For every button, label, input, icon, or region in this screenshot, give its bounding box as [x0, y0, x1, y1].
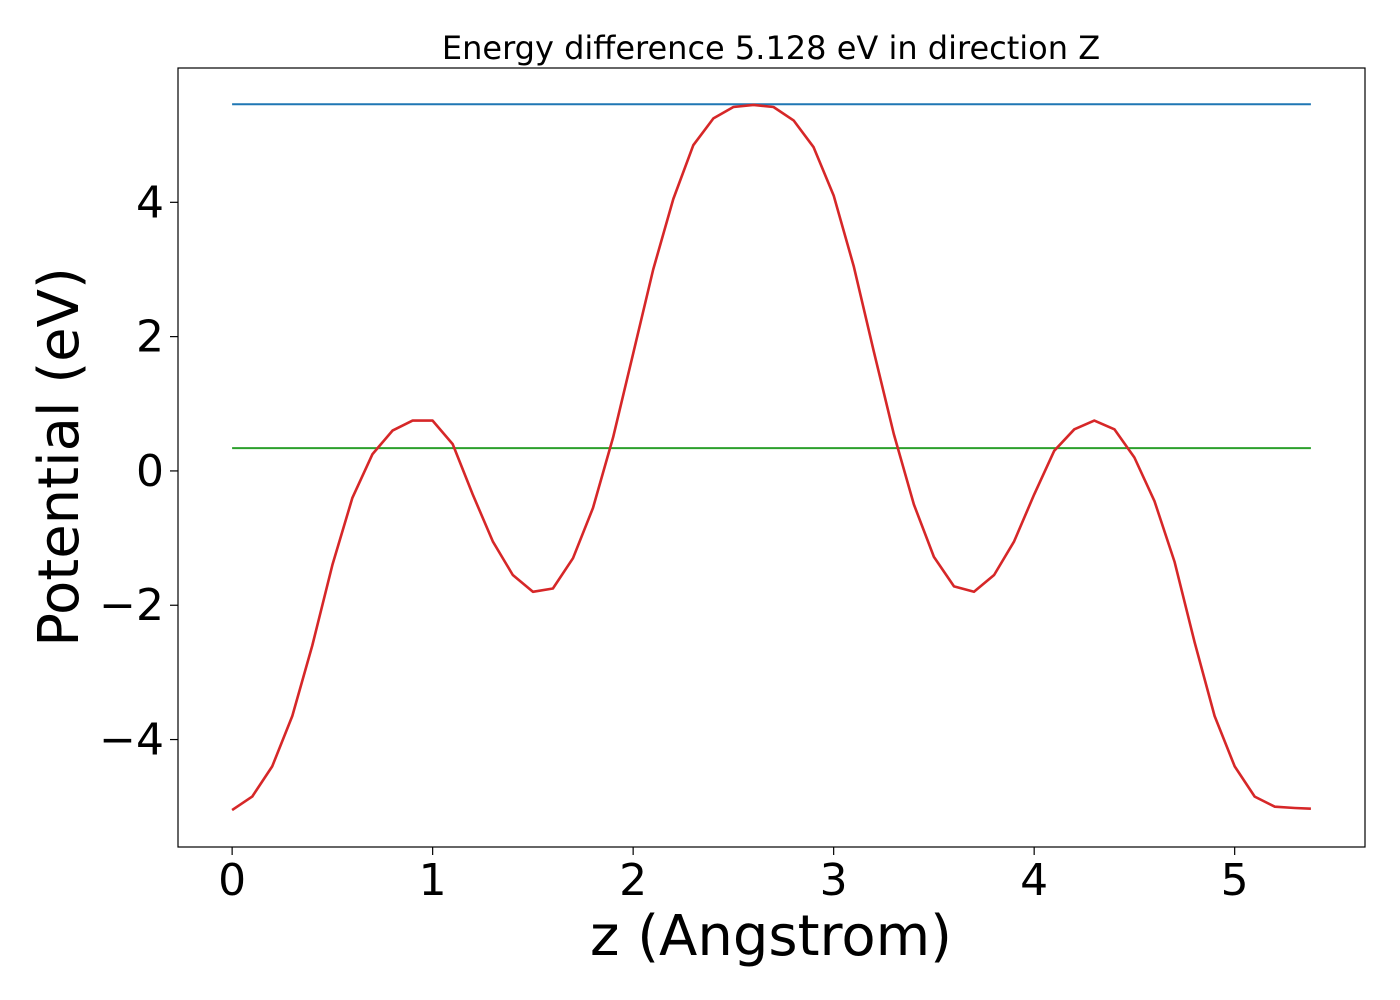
potential-curve [231, 103, 1311, 812]
x-tick-label: 2 [619, 855, 647, 906]
y-tick-label: −2 [99, 580, 164, 631]
y-tick-label: −4 [99, 715, 164, 766]
series-layer [231, 103, 1311, 812]
x-tick-label: 4 [1020, 855, 1048, 906]
y-tick-label: 2 [136, 312, 164, 363]
y-tick-label: 4 [136, 177, 164, 228]
x-tick-label: 5 [1221, 855, 1249, 906]
y-axis-label: Potential (eV) [27, 267, 92, 647]
chart-title: Energy difference 5.128 eV in direction … [442, 29, 1100, 67]
y-tick-label: 0 [136, 446, 164, 497]
x-tick-label: 0 [218, 855, 246, 906]
y-axis: −4 −2 0 2 4 [99, 177, 178, 766]
x-axis-label: z (Angstrom) [590, 904, 952, 969]
x-tick-label: 3 [820, 855, 848, 906]
plot-area-frame [177, 67, 1366, 848]
x-tick-label: 1 [419, 855, 447, 906]
x-axis: 0 1 2 3 4 5 [218, 847, 1249, 906]
